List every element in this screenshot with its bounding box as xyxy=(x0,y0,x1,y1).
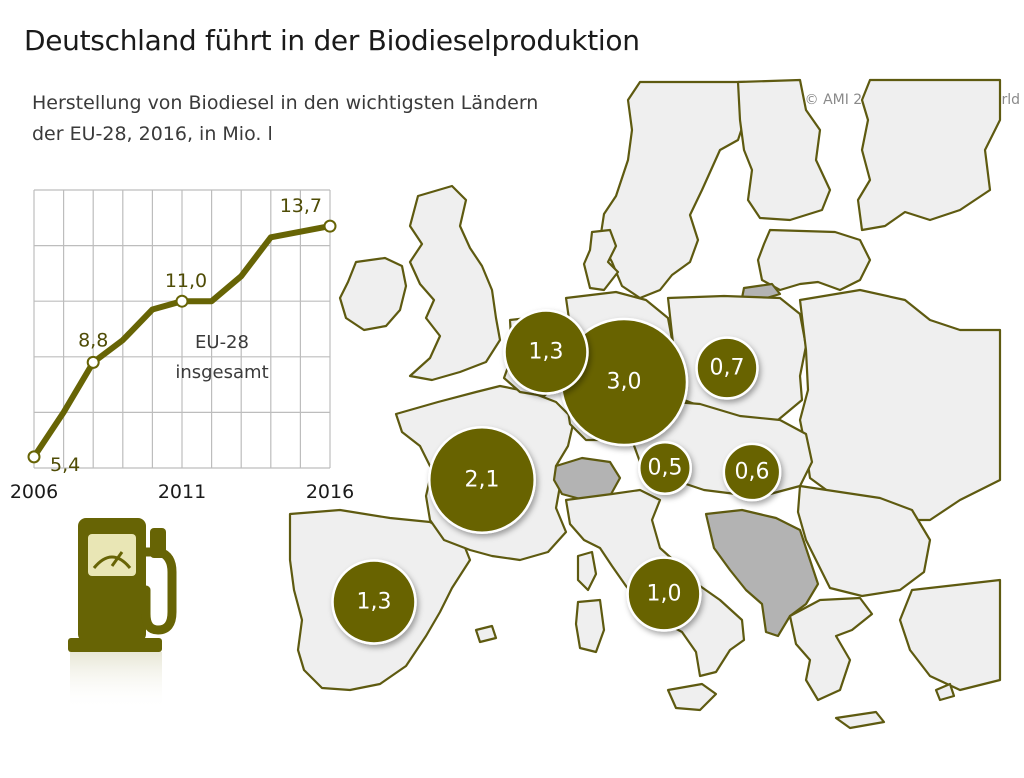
chart-data-labels: 5,4 8,8 11,0 13,7 xyxy=(50,195,322,476)
bubble-value-label: 2,1 xyxy=(465,468,500,493)
bubble-value-label: 1,3 xyxy=(529,340,564,365)
bubble-value-label: 3,0 xyxy=(607,370,642,395)
map-norway-north xyxy=(856,78,1002,232)
x-tick-label: 2006 xyxy=(10,481,58,503)
data-point-marker xyxy=(323,219,337,233)
map-corsica xyxy=(576,550,598,592)
data-point-marker xyxy=(27,450,41,464)
chart-subtitle: Herstellung von Biodiesel in den wichtig… xyxy=(32,88,592,150)
bubble-circle xyxy=(503,309,589,395)
chart-x-ticks: 2006 2011 2016 xyxy=(10,481,354,503)
bubble-circle xyxy=(695,336,759,400)
production-bubbles: 3,0 2,1 1,3 1,3 1,0 0,7 0,6 0,5 xyxy=(331,309,782,645)
subtitle-line-2: der EU-28, 2016, in Mio. l xyxy=(32,123,273,145)
subtitle-line-1: Herstellung von Biodiesel in den wichtig… xyxy=(32,92,539,114)
map-ukraine-east xyxy=(798,288,1002,522)
annotation-line-2: insgesamt xyxy=(175,362,268,383)
bubble-circle xyxy=(428,426,536,534)
data-label: 11,0 xyxy=(165,270,207,292)
map-denmark xyxy=(582,228,620,292)
production-bubble: 0,7 xyxy=(695,336,759,400)
production-bubble: 1,3 xyxy=(503,309,589,395)
bubble-circle xyxy=(638,441,692,495)
map-cyprus xyxy=(934,682,956,702)
map-crete xyxy=(834,710,886,730)
production-bubble: 2,1 xyxy=(428,426,536,534)
data-point-marker xyxy=(175,294,189,308)
map-balearic xyxy=(474,624,498,644)
data-label: 5,4 xyxy=(50,454,80,476)
map-baltic-russia xyxy=(756,228,872,292)
map-romania-bulgaria xyxy=(796,484,932,598)
bubble-circle xyxy=(331,559,417,645)
data-point-marker xyxy=(86,355,100,369)
data-label: 13,7 xyxy=(280,195,322,217)
map-greece xyxy=(788,596,874,702)
map-sicily xyxy=(666,682,718,712)
bubble-value-label: 1,0 xyxy=(647,582,682,607)
map-scandinavia xyxy=(598,80,750,300)
bubble-circle xyxy=(722,442,782,502)
production-bubble: 1,0 xyxy=(626,556,702,632)
chart-markers xyxy=(27,219,337,464)
bubble-value-label: 0,7 xyxy=(710,356,745,381)
chart-grid xyxy=(33,189,331,469)
map-finland xyxy=(736,78,832,222)
page-title: Deutschland führt in der Biodieselproduk… xyxy=(24,24,640,57)
map-ireland xyxy=(338,256,408,332)
eu-line-chart: 5,48,811,013,7 EU-28 insgesamt 2006 2011 2… xyxy=(10,189,354,503)
fuel-pump-icon xyxy=(68,518,177,710)
bubble-value-label: 1,3 xyxy=(357,590,392,615)
data-label: 8,8 xyxy=(78,329,108,351)
production-bubble: 0,6 xyxy=(722,442,782,502)
x-tick-label: 2016 xyxy=(306,481,354,503)
x-tick-label: 2011 xyxy=(158,481,206,503)
production-bubble: 1,3 xyxy=(331,559,417,645)
bubble-circle xyxy=(626,556,702,632)
production-bubble: 0,5 xyxy=(638,441,692,495)
annotation-line-1: EU-28 xyxy=(195,332,249,353)
map-sardinia xyxy=(574,598,606,654)
bubble-value-label: 0,6 xyxy=(735,460,770,485)
bubble-value-label: 0,5 xyxy=(648,456,683,481)
map-turkey-edge xyxy=(898,578,1002,692)
map-great-britain xyxy=(408,184,502,382)
